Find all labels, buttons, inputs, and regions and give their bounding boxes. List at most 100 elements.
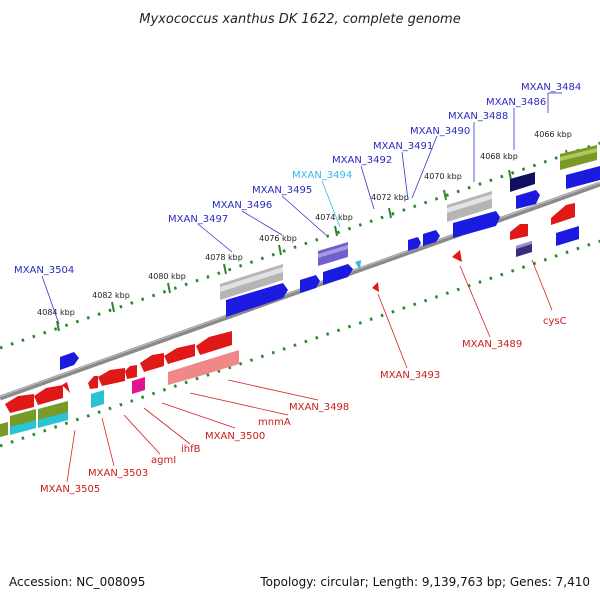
gene-label: MXAN_3504 <box>14 265 74 276</box>
top-gene-labels: MXAN_3484 MXAN_3486 MXAN_3488 MXAN_3490 … <box>14 82 581 276</box>
gene-label: MXAN_3496 <box>212 200 272 211</box>
genome-summary-text: Topology: circular; Length: 9,139,763 bp… <box>259 575 590 589</box>
gene-label: MXAN_3505 <box>40 484 100 495</box>
leader-line-highlight <box>321 180 341 228</box>
gene-label: MXAN_3488 <box>448 111 508 122</box>
gene-cyan <box>38 412 68 428</box>
gene-label: MXAN_3489 <box>462 339 522 350</box>
tick-label: 4068 kbp <box>480 152 518 161</box>
gene-reverse <box>98 368 125 386</box>
gene-label: MXAN_3484 <box>521 82 581 93</box>
tick-mark <box>167 282 171 294</box>
accession-text: Accession: NC_008095 <box>9 575 145 589</box>
gene-label: agmI <box>151 455 176 466</box>
tick-label: 4080 kbp <box>148 272 186 281</box>
major-ticks <box>56 149 569 332</box>
gene-label: MXAN_3486 <box>486 97 546 108</box>
leader-line <box>531 259 553 311</box>
gene-reverse <box>125 365 137 379</box>
gene-label: MXAN_3503 <box>88 468 148 479</box>
leader-line <box>143 407 191 445</box>
tick-mark <box>388 207 392 219</box>
gene-label: MXAN_3493 <box>380 370 440 381</box>
leader-line <box>401 151 409 201</box>
forward-genes <box>60 145 600 370</box>
gene-pseudo-shade <box>447 194 492 213</box>
gene-label: MXAN_3491 <box>373 141 433 152</box>
gene-highlight <box>355 260 361 270</box>
tick-mark <box>111 301 115 313</box>
tick-label: 4084 kbp <box>37 308 75 317</box>
leader-line <box>66 429 76 483</box>
tick-mark <box>334 225 338 237</box>
gene-forward <box>566 166 600 189</box>
gene-label: MXAN_3497 <box>168 214 228 225</box>
leader-line <box>123 414 161 455</box>
tick-label: 4076 kbp <box>259 234 297 243</box>
gene-navy <box>510 172 535 192</box>
leader-line <box>459 265 491 338</box>
gene-label: ihfB <box>181 444 201 455</box>
tick-label: 4082 kbp <box>92 291 130 300</box>
gene-reverse <box>88 376 98 389</box>
tick-mark <box>56 320 60 332</box>
gene-forward <box>226 283 288 317</box>
bottom-gene-labels: cysC MXAN_3489 MXAN_3493 MXAN_3498 mnmA … <box>40 316 567 495</box>
tick-label: 4074 kbp <box>315 213 353 222</box>
gene-forward <box>453 211 500 238</box>
leader-line <box>101 417 115 467</box>
gene-reverse <box>551 203 575 225</box>
leader-line <box>360 165 375 210</box>
gene-label: mnmA <box>258 417 291 428</box>
leader-line <box>197 223 233 253</box>
gene-reverse <box>372 282 379 292</box>
gene-label: cysC <box>543 316 567 327</box>
gene-reverse <box>510 224 528 240</box>
gene-label-highlight: MXAN_3494 <box>292 170 352 181</box>
gene-magenta <box>132 377 145 394</box>
gene-forward <box>408 237 421 251</box>
bottom-leaders <box>66 259 553 483</box>
tick-label: 4072 kbp <box>371 193 409 202</box>
leader-line <box>281 195 327 236</box>
gene-reverse <box>5 394 34 413</box>
gene-olive <box>0 422 8 437</box>
lower-tick-track <box>0 239 600 448</box>
gene-reverse <box>196 331 232 355</box>
gene-forward <box>556 226 579 246</box>
gene-forward <box>423 230 440 246</box>
gene-lavender-shade <box>318 245 348 258</box>
reverse-genes <box>0 203 579 437</box>
tick-label: 4066 kbp <box>534 130 572 139</box>
tick-label: 4070 kbp <box>424 172 462 181</box>
gene-olive-shade <box>560 148 597 161</box>
gene-pseudo-shade <box>220 267 283 292</box>
gene-reverse <box>452 250 462 262</box>
leader-line <box>227 379 319 401</box>
leader-line <box>189 392 289 416</box>
leader-line <box>241 210 283 236</box>
leader-line <box>411 135 438 199</box>
gene-reverse <box>62 382 70 393</box>
leader-line <box>41 275 60 325</box>
gene-reverse <box>34 385 63 405</box>
gene-olive <box>10 409 36 429</box>
gene-cyan <box>10 420 36 435</box>
gene-label: MXAN_3498 <box>289 402 349 413</box>
tick-mark <box>508 169 512 181</box>
gene-reverse <box>140 353 164 372</box>
gene-reverse <box>164 344 195 364</box>
leader-line <box>161 402 236 429</box>
tick-mark <box>278 244 282 256</box>
tick-mark <box>443 189 447 201</box>
tick-label: 4078 kbp <box>205 253 243 262</box>
upper-tick-track <box>0 141 600 350</box>
tick-labels: 4066 kbp 4068 kbp 4070 kbp 4072 kbp 4074… <box>37 130 572 317</box>
gene-label: MXAN_3495 <box>252 185 312 196</box>
gene-purple-shade <box>516 241 532 249</box>
gene-pink <box>200 350 239 376</box>
gene-label: MXAN_3492 <box>332 155 392 166</box>
tick-mark <box>223 263 227 275</box>
gene-cyan <box>91 390 104 408</box>
gene-label: MXAN_3490 <box>410 126 470 137</box>
